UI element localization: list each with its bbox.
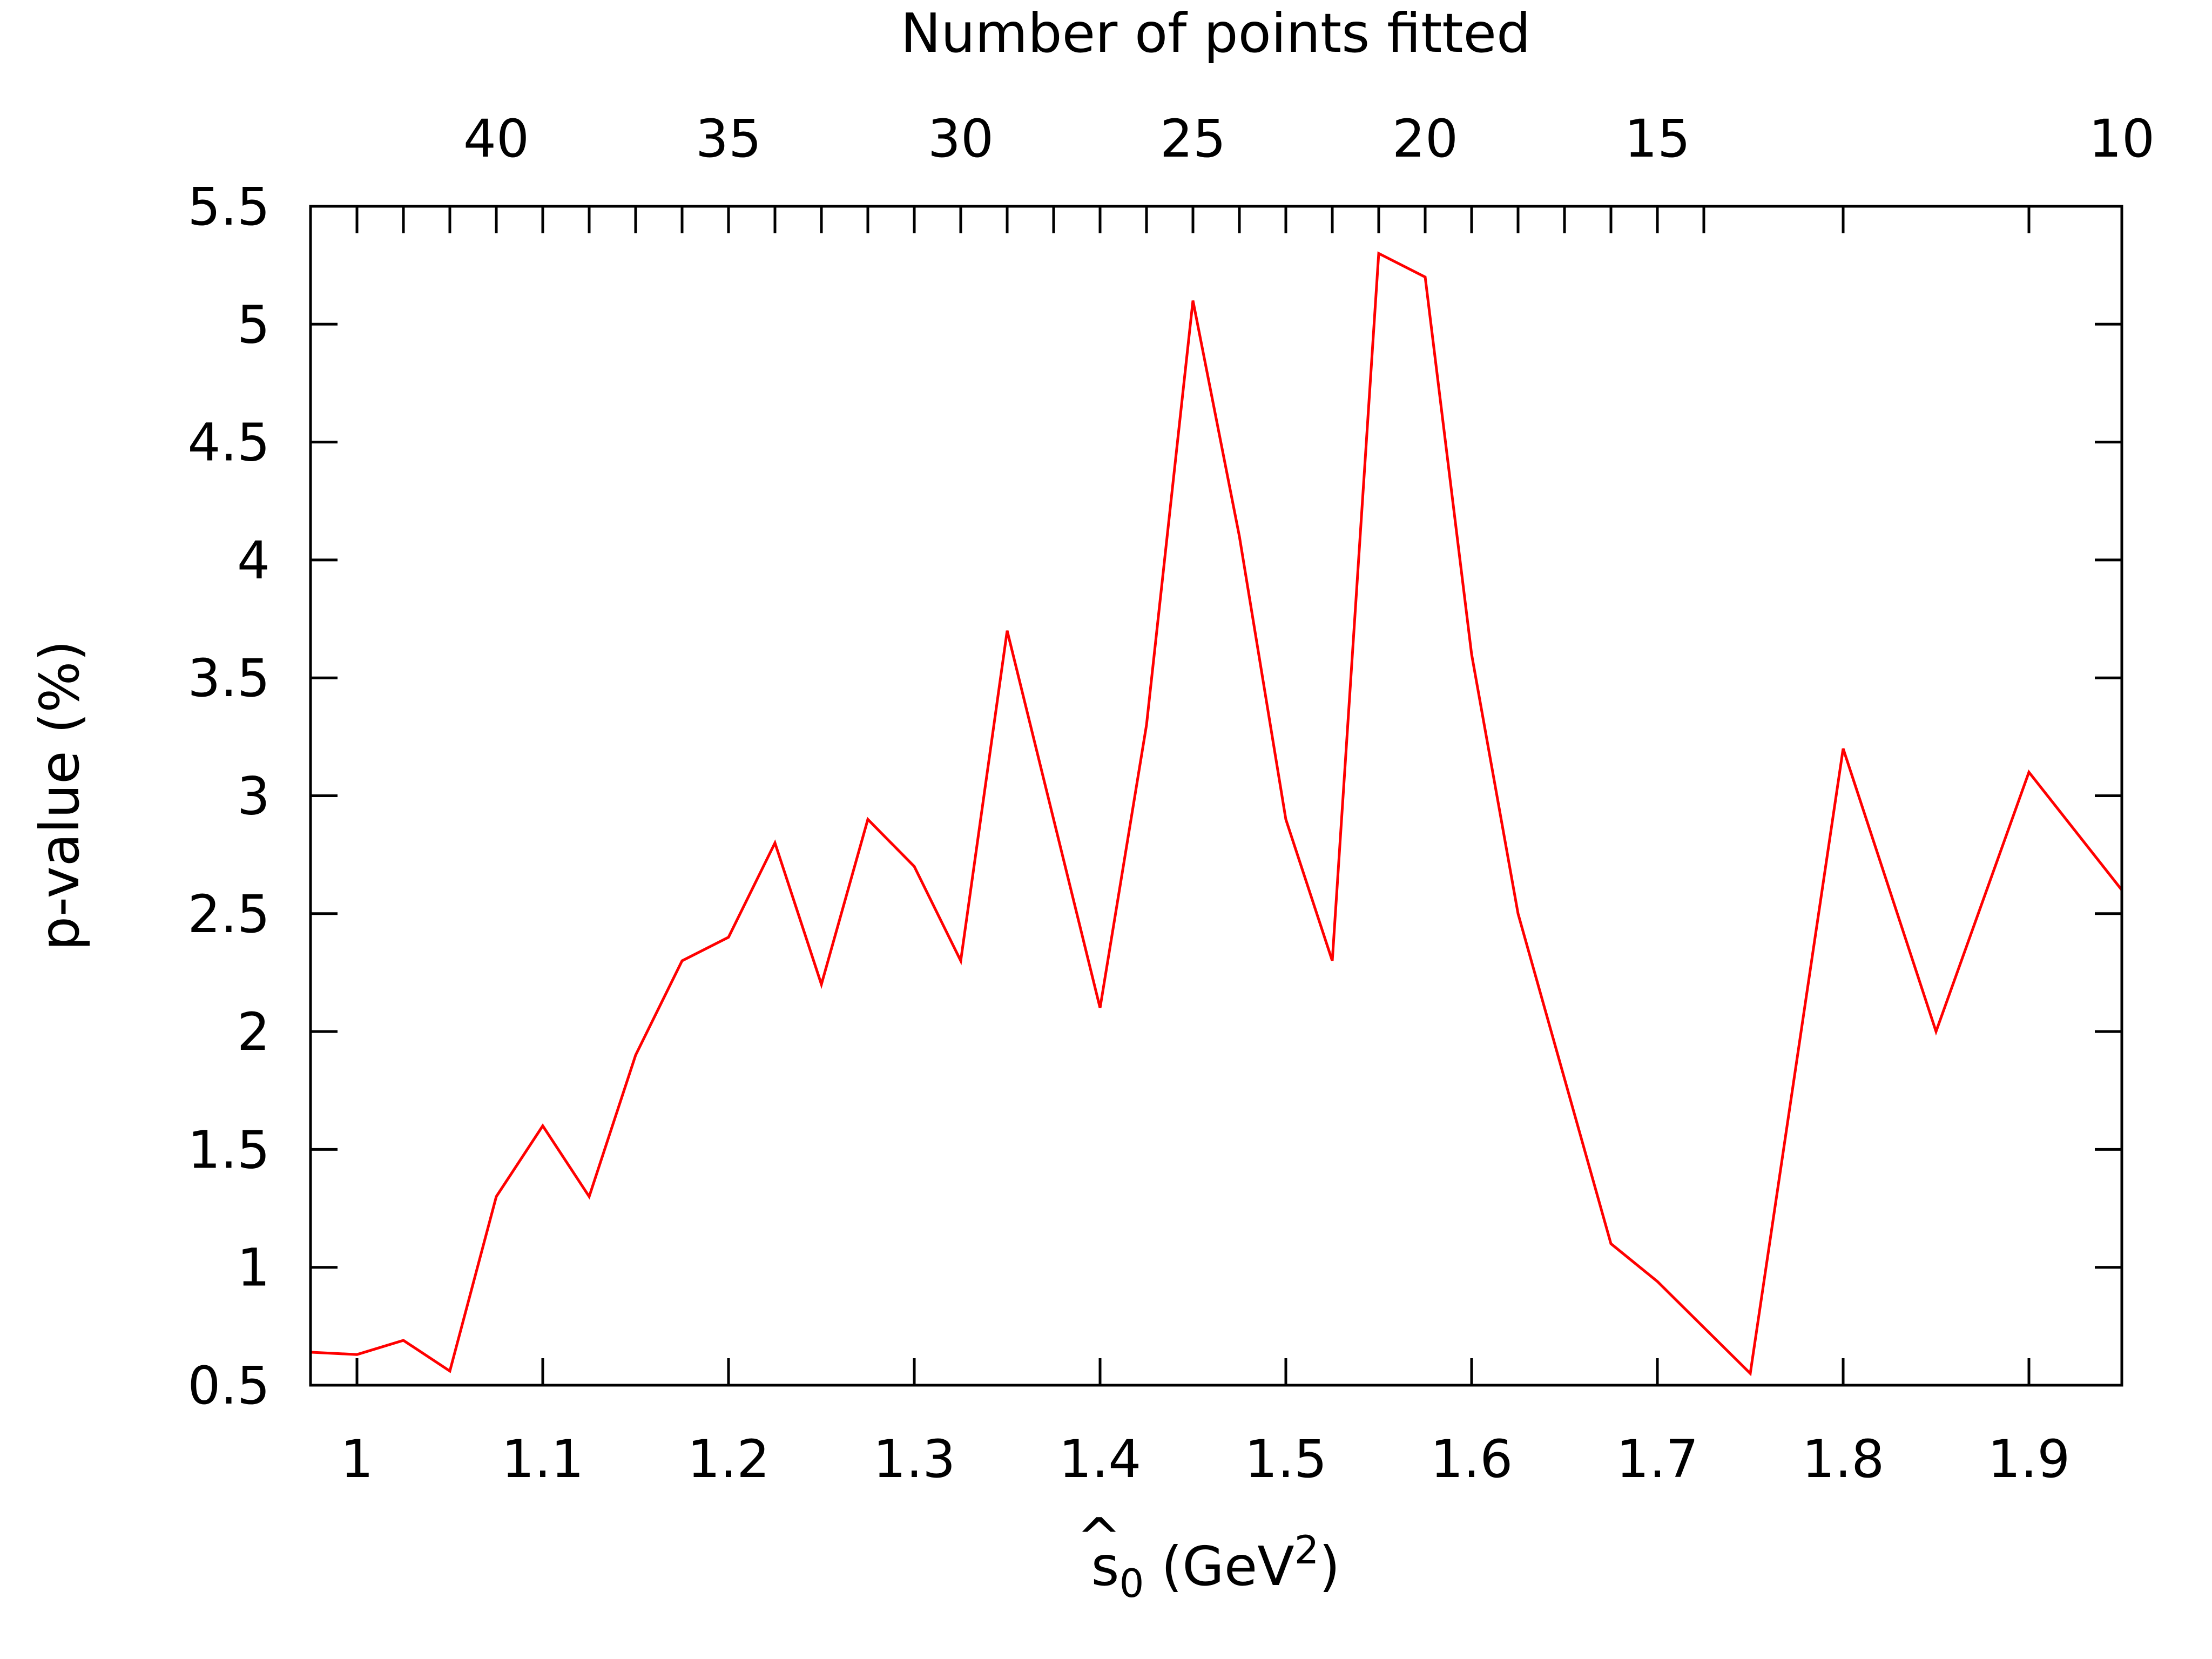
x-tick-label: 1.4 <box>1059 1429 1142 1489</box>
x-tick-label: 1.3 <box>873 1429 956 1489</box>
plot-frame <box>309 205 2123 1387</box>
x-tick-label: 1.7 <box>1616 1429 1699 1489</box>
x2-tick-label: 40 <box>463 109 529 169</box>
x-tick-label: 1 <box>340 1429 373 1489</box>
y-tick-label: 3 <box>237 766 270 827</box>
x2-tick-label: 15 <box>1624 109 1690 169</box>
y-tick-label: 2.5 <box>187 884 270 945</box>
p-value-series-line <box>310 251 2123 1377</box>
y-tick-label: 4.5 <box>187 413 270 473</box>
y-tick-label: 5 <box>237 294 270 355</box>
x-tick-label: 1.6 <box>1431 1429 1513 1489</box>
x2-tick-label: 35 <box>696 109 761 169</box>
y-tick-label: 1.5 <box>187 1120 270 1180</box>
y-tick-label: 4 <box>237 530 270 591</box>
x-tick-label: 1.2 <box>687 1429 770 1489</box>
y-tick-label: 0.5 <box>187 1355 270 1416</box>
x2-tick-label: 30 <box>928 109 994 169</box>
x-tick-label: 1.1 <box>502 1429 584 1489</box>
y-tick-label: 2 <box>237 1002 270 1062</box>
x2-tick-label: 10 <box>2089 109 2155 169</box>
x-axis-unit: (GeV <box>1144 1535 1294 1598</box>
ticks-layer <box>311 205 2123 1387</box>
series-layer <box>310 251 2123 1377</box>
x-axis-close-paren: ) <box>1319 1535 1340 1598</box>
x2-tick-label: 20 <box>1392 109 1458 169</box>
x-axis-subscript: 0 <box>1120 1561 1144 1606</box>
x2-axis-title: Number of points fitted <box>901 2 1531 65</box>
y-axis-title: p-value (%) <box>28 640 91 951</box>
x2-tick-label: 25 <box>1160 109 1226 169</box>
x-tick-label: 1.9 <box>1988 1429 2071 1489</box>
x-axis-title: s0 (GeV2) <box>1091 1527 1340 1606</box>
x-tick-label: 1.8 <box>1802 1429 1885 1489</box>
labels-layer: 1 1.1 1.2 1.3 1.4 1.5 1.6 1.7 1.8 1.9 0.5 1 1.5 2 2.5 3… <box>187 109 2155 1489</box>
x-axis-hat-accent: ^ <box>1076 1506 1122 1569</box>
y-tick-label: 3.5 <box>187 648 270 709</box>
x-axis-superscript: 2 <box>1294 1527 1319 1573</box>
x-axis-symbol: s <box>1091 1535 1120 1598</box>
y-tick-label: 5.5 <box>187 177 270 237</box>
x-tick-label: 1.5 <box>1245 1429 1327 1489</box>
y-tick-label: 1 <box>237 1238 270 1298</box>
